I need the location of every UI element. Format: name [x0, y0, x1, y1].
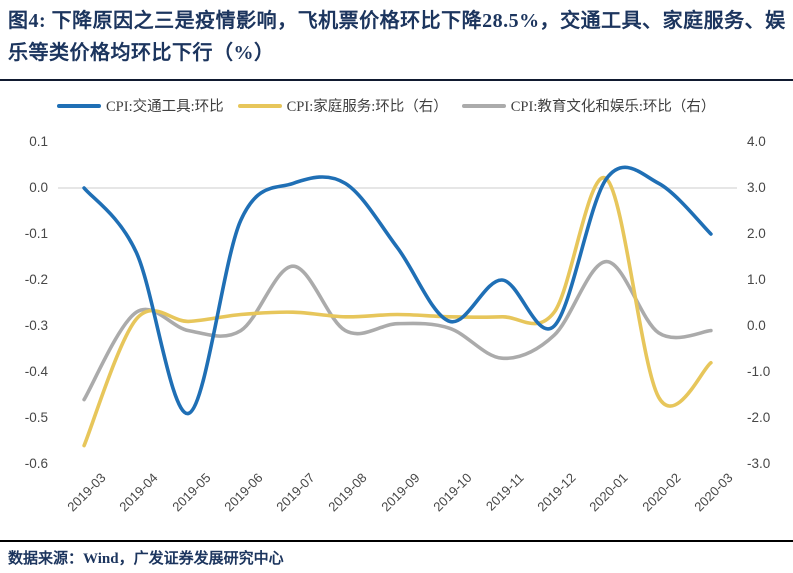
y-tick-label-right: -1.0	[747, 364, 771, 379]
legend-item-education: CPI:教育文化和娱乐:环比（右）	[461, 95, 716, 116]
y-tick-label-left: -0.1	[24, 226, 48, 241]
footer: 数据来源：Wind，广发证券发展研究中心	[0, 540, 793, 568]
y-tick-label-right: 3.0	[747, 180, 766, 195]
legend-swatch-gray-icon	[461, 103, 506, 108]
y-tick-label-left: -0.3	[24, 318, 48, 333]
line-transport-tools	[82, 165, 713, 416]
legend-label: CPI:交通工具:环比	[106, 99, 224, 115]
y-tick-label-right: 2.0	[747, 226, 766, 241]
y-tick-label-left: -0.2	[24, 272, 48, 287]
y-tick-label-left: -0.6	[24, 456, 48, 471]
legend-label: CPI:家庭服务:环比（右）	[286, 99, 448, 115]
y-tick-label-left: -0.4	[24, 364, 48, 379]
y-tick-label-left: 0.0	[29, 180, 48, 195]
legend-swatch-yellow-icon	[237, 103, 282, 108]
line-household-services	[82, 175, 713, 448]
data-source-text: 数据来源：Wind，广发证券发展研究中心	[8, 551, 284, 567]
y-tick-label-left: 0.1	[29, 134, 48, 149]
legend-label: CPI:教育文化和娱乐:环比（右）	[510, 99, 716, 115]
y-tick-label-right: -3.0	[747, 456, 771, 471]
y-tick-label-right: 4.0	[747, 134, 766, 149]
y-tick-label-right: 0.0	[747, 318, 766, 333]
line-education-culture-entertainment	[82, 259, 713, 402]
legend-item-household: CPI:家庭服务:环比（右）	[237, 95, 448, 116]
legend-item-transport: CPI:交通工具:环比	[57, 95, 224, 116]
legend-swatch-blue-icon	[57, 103, 101, 108]
chart-title: 图4: 下降原因之三是疫情影响，飞机票价格环比下降28.5%，交通工具、家庭服务…	[0, 0, 793, 82]
y-tick-label-right: 1.0	[747, 272, 766, 287]
legend: CPI:交通工具:环比 CPI:家庭服务:环比（右） CPI:教育文化和娱乐:环…	[57, 95, 715, 116]
y-tick-label-left: -0.5	[24, 410, 48, 425]
y-tick-label-right: -2.0	[747, 410, 771, 425]
